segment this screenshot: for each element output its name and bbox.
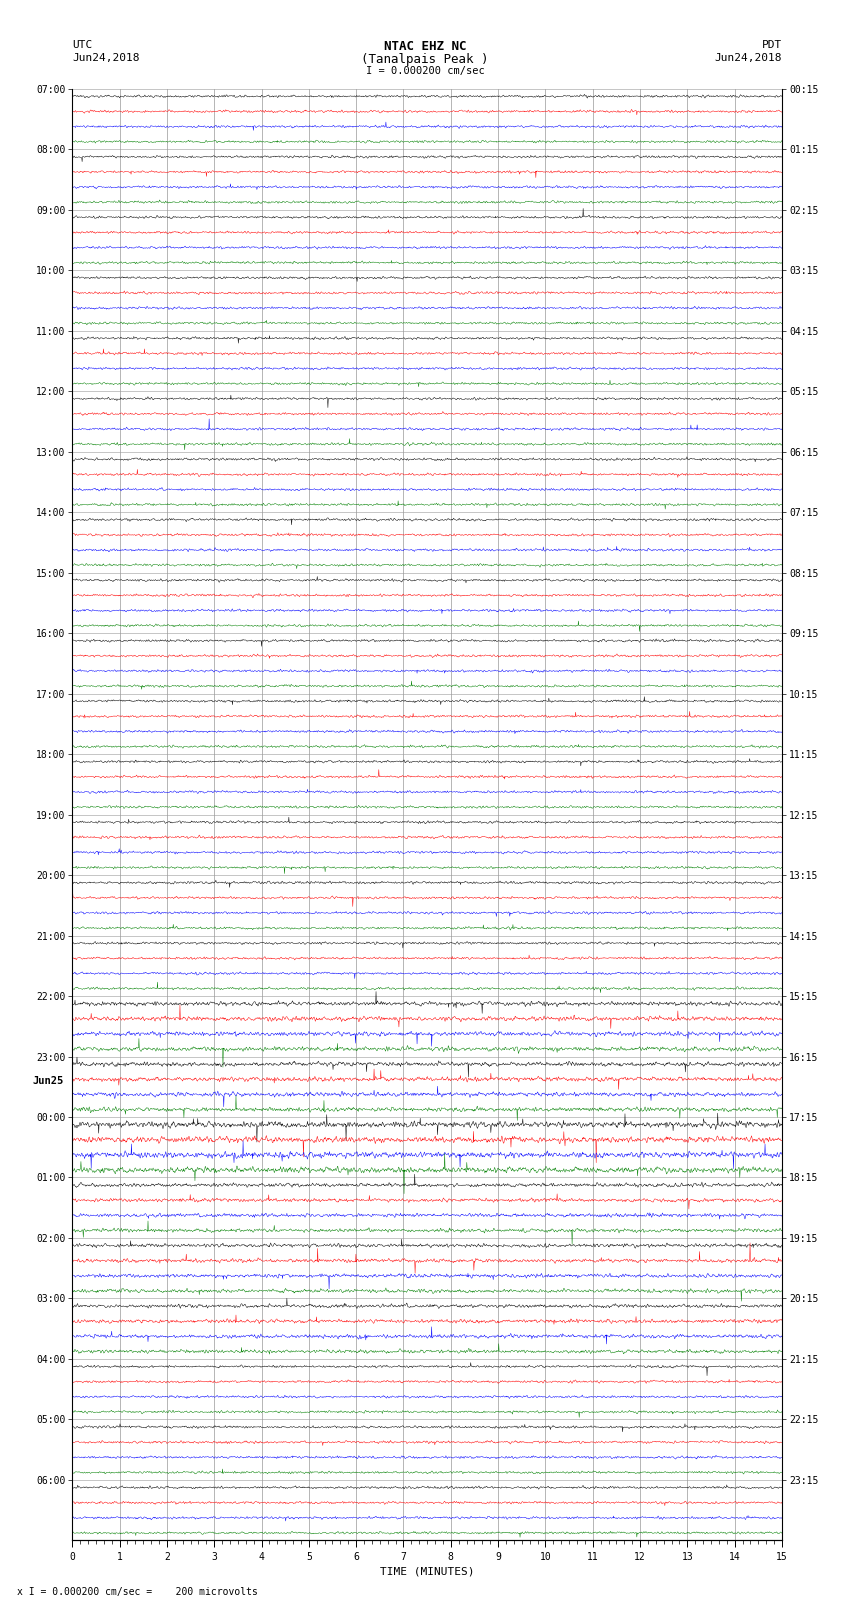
Text: Jun25: Jun25 [32,1076,64,1086]
Text: UTC: UTC [72,40,93,50]
Text: Jun24,2018: Jun24,2018 [715,53,782,63]
Text: x I = 0.000200 cm/sec =    200 microvolts: x I = 0.000200 cm/sec = 200 microvolts [17,1587,258,1597]
X-axis label: TIME (MINUTES): TIME (MINUTES) [380,1566,474,1576]
Text: (Tanalpais Peak ): (Tanalpais Peak ) [361,53,489,66]
Text: PDT: PDT [762,40,782,50]
Text: Jun24,2018: Jun24,2018 [72,53,139,63]
Text: I = 0.000200 cm/sec: I = 0.000200 cm/sec [366,66,484,76]
Text: NTAC EHZ NC: NTAC EHZ NC [383,40,467,53]
